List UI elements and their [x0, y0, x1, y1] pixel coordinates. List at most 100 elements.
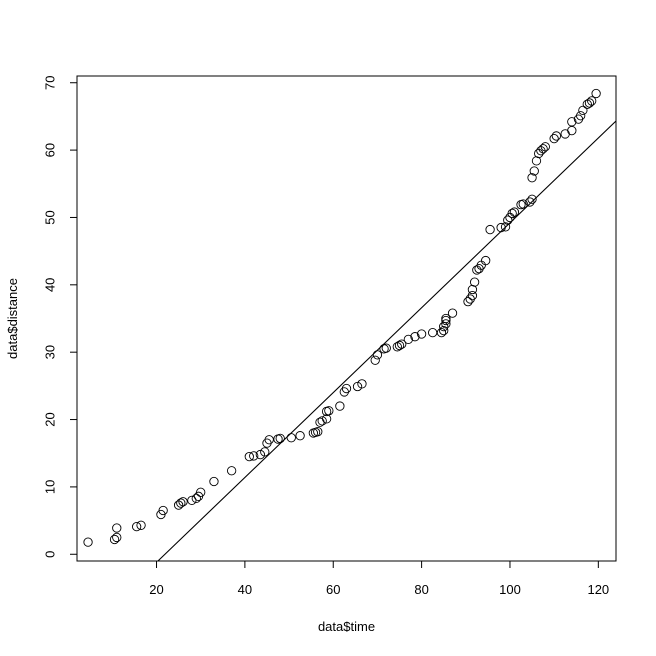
- data-point: [136, 520, 146, 530]
- data-point: [534, 148, 544, 159]
- data-point: [158, 505, 168, 516]
- data-point: [500, 222, 511, 232]
- data-point: [467, 290, 478, 301]
- data-point: [370, 355, 380, 365]
- data-point: [410, 332, 420, 342]
- y-tick-label: 60: [43, 143, 58, 157]
- data-point: [591, 88, 601, 99]
- data-point: [549, 133, 559, 144]
- data-points-layer: [83, 88, 601, 547]
- data-point: [339, 387, 349, 397]
- data-point: [416, 329, 427, 339]
- y-tick-label: 20: [43, 412, 58, 426]
- data-point: [394, 340, 405, 351]
- data-point: [578, 105, 588, 116]
- y-tick-label: 30: [43, 345, 58, 359]
- x-tick-label: 60: [326, 582, 340, 597]
- data-point: [467, 284, 478, 295]
- data-point: [441, 319, 451, 329]
- data-point: [275, 433, 285, 444]
- data-point: [187, 495, 197, 506]
- data-point: [531, 156, 542, 166]
- data-point: [295, 431, 305, 441]
- data-point: [324, 406, 334, 416]
- data-point: [584, 98, 595, 108]
- x-tick-label: 100: [499, 582, 521, 597]
- data-point: [567, 117, 577, 127]
- data-point: [469, 277, 480, 287]
- data-point: [392, 342, 402, 352]
- data-point: [538, 144, 548, 154]
- data-point: [196, 487, 206, 497]
- data-point: [474, 264, 484, 274]
- data-point: [209, 476, 219, 487]
- data-point: [286, 433, 296, 443]
- data-point: [357, 379, 367, 389]
- data-point: [112, 523, 122, 533]
- x-tick-label: 120: [587, 582, 609, 597]
- y-tick-label: 40: [43, 278, 58, 292]
- data-point: [576, 111, 586, 121]
- data-point: [529, 166, 539, 176]
- data-point: [176, 498, 186, 508]
- data-point: [397, 339, 407, 349]
- data-point: [83, 537, 93, 547]
- data-point: [264, 435, 274, 445]
- data-point: [573, 114, 584, 124]
- data-point: [262, 438, 272, 448]
- data-point: [560, 129, 570, 139]
- data-point: [567, 125, 577, 136]
- data-point: [441, 315, 451, 326]
- data-point: [255, 449, 265, 460]
- data-point: [525, 197, 535, 207]
- data-point: [481, 255, 491, 266]
- data-point: [317, 416, 327, 426]
- data-point: [463, 297, 473, 307]
- data-point: [485, 224, 495, 235]
- data-point: [178, 497, 188, 507]
- data-point: [496, 222, 506, 233]
- data-point: [341, 383, 352, 394]
- data-point: [587, 96, 597, 106]
- data-point: [131, 521, 142, 532]
- data-point: [439, 325, 449, 336]
- data-point: [465, 294, 475, 304]
- data-point: [509, 207, 520, 217]
- data-point: [109, 534, 120, 545]
- x-tick-label: 40: [238, 582, 252, 597]
- regression-line: [157, 120, 617, 562]
- data-point: [428, 327, 438, 338]
- x-axis-label: data$time: [318, 619, 375, 634]
- data-point: [226, 466, 237, 476]
- data-point: [527, 173, 537, 183]
- plot-frame: [76, 75, 617, 562]
- data-point: [249, 451, 259, 461]
- data-point: [436, 327, 447, 338]
- data-point: [527, 194, 537, 204]
- data-point: [441, 313, 451, 324]
- x-tick-label: 80: [414, 582, 428, 597]
- data-point: [313, 427, 323, 437]
- data-point: [372, 350, 383, 360]
- data-point: [260, 447, 270, 457]
- data-point: [518, 199, 528, 209]
- data-point: [551, 131, 562, 141]
- x-axis: 20 40 60 80 100 120: [149, 560, 609, 597]
- y-tick-label: 70: [43, 76, 58, 90]
- data-point: [447, 308, 458, 318]
- data-point: [112, 532, 122, 543]
- y-axis-label: data$distance: [5, 278, 20, 359]
- data-point: [381, 343, 391, 353]
- data-point: [503, 215, 513, 225]
- y-axis: 0 10 20 30 40 50 60 70: [43, 76, 78, 558]
- regression-line-layer: [157, 120, 617, 562]
- data-point: [335, 401, 345, 411]
- data-point: [191, 493, 201, 504]
- data-point: [507, 208, 517, 219]
- data-point: [352, 381, 363, 392]
- x-tick-label: 20: [149, 582, 163, 597]
- data-point: [540, 142, 550, 152]
- y-tick-label: 50: [43, 210, 58, 224]
- data-point: [403, 334, 414, 345]
